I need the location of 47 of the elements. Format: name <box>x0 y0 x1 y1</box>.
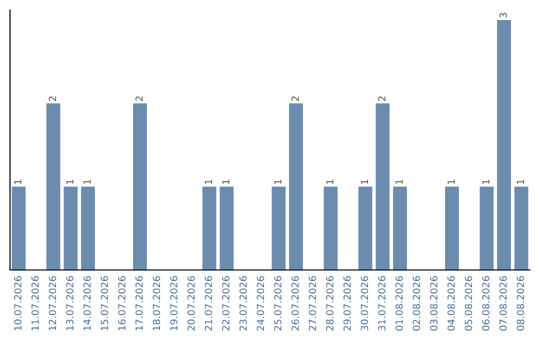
x-tick-label: 31.07.2026 <box>378 276 386 330</box>
data-label: 1 <box>516 180 524 184</box>
data-label: 1 <box>204 180 212 184</box>
data-label: 2 <box>48 96 56 101</box>
x-tick-label: 22.07.2026 <box>222 276 230 331</box>
x-tick-label: 06.08.2026 <box>482 276 490 331</box>
data-label: 3 <box>499 12 507 18</box>
x-tick-label: 18.07.2026 <box>152 276 160 330</box>
x-tick-label: 07.08.2026 <box>499 276 507 331</box>
x-tick-label: 21.07.2026 <box>204 276 212 331</box>
x-tick-label: 04.08.2026 <box>447 276 455 331</box>
x-tick-label: 03.08.2026 <box>430 276 438 331</box>
x-tick-label: 30.07.2026 <box>360 276 368 330</box>
data-label: 1 <box>66 180 74 184</box>
x-tick-label: 05.08.2026 <box>464 276 472 331</box>
x-tick-label: 01.08.2026 <box>395 276 403 331</box>
x-tick-label: 17.07.2026 <box>135 276 143 330</box>
x-tick-label: 25.07.2026 <box>274 276 282 331</box>
data-label: 1 <box>326 180 334 184</box>
data-label: 1 <box>14 180 22 184</box>
x-tick-label: 27.07.2026 <box>308 276 316 331</box>
x-tick-label: 28.07.2026 <box>326 276 334 331</box>
data-label: 1 <box>360 180 368 184</box>
data-label: 1 <box>396 180 403 184</box>
data-label: 1 <box>274 180 282 184</box>
x-tick-label: 26.07.2026 <box>291 276 299 331</box>
x-tick-label: 24.07.2026 <box>256 276 264 331</box>
x-tick-label: 16.07.2026 <box>118 276 126 330</box>
x-tick-label: 15.07.2026 <box>100 276 108 330</box>
data-label: 2 <box>378 96 386 101</box>
data-label: 1 <box>482 180 490 184</box>
data-label: 1 <box>222 180 230 184</box>
x-tick-label: 08.08.2026 <box>516 276 524 331</box>
data-label: 1 <box>84 180 91 184</box>
x-tick-label: 20.07.2026 <box>187 276 195 331</box>
x-tick-label: 14.07.2026 <box>83 276 91 330</box>
data-label: 2 <box>135 96 143 101</box>
data-label: 2 <box>291 96 299 101</box>
x-tick-label: 19.07.2026 <box>170 276 178 330</box>
x-tick-label: 10.07.2026 <box>14 276 22 330</box>
data-label: 1 <box>448 180 455 184</box>
x-tick-label: 12.07.2026 <box>48 276 56 330</box>
x-tick-label: 13.07.2026 <box>66 276 74 330</box>
x-tick-label: 29.07.2026 <box>343 276 351 331</box>
x-tick-label: 11.07.2026 <box>31 276 39 330</box>
x-tick-label: 23.07.2026 <box>239 276 247 331</box>
x-tick-label: 02.08.2026 <box>412 276 420 331</box>
